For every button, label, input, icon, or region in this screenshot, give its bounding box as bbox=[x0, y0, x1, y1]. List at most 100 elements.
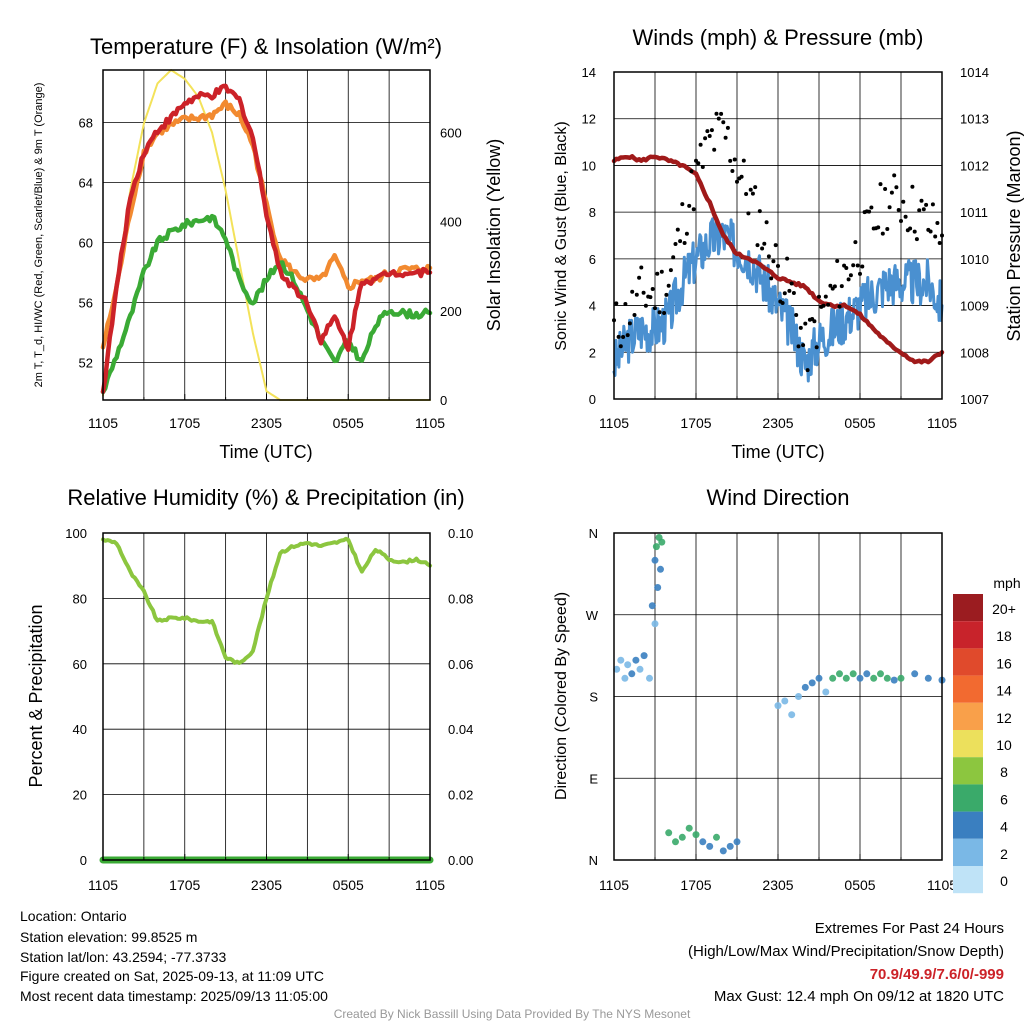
gust-point bbox=[728, 158, 733, 163]
y-tick-label: 10 bbox=[582, 158, 596, 173]
legend-label: 8 bbox=[1000, 764, 1008, 780]
gust-point bbox=[744, 192, 749, 196]
gust-point bbox=[821, 303, 826, 308]
winds-panel: Winds (mph) & Pressure (mb) 02468101214 … bbox=[553, 25, 1024, 462]
info-recent: Most recent data timestamp: 2025/09/13 1… bbox=[20, 988, 328, 1004]
gust-point bbox=[680, 202, 685, 207]
humidity-x-ticks: 1105 1705 2305 0505 1105 bbox=[88, 854, 445, 893]
x-tick-label: 0505 bbox=[844, 877, 875, 893]
x-tick-label: 2305 bbox=[251, 415, 282, 431]
winds-y-ticks-left: 0 2 4 6 8 10 12 14 bbox=[582, 65, 596, 407]
y-tick-label: 14 bbox=[582, 65, 596, 80]
gust-point bbox=[832, 284, 837, 289]
direction-point bbox=[652, 543, 660, 551]
temperature-grid bbox=[103, 70, 430, 400]
gust-point bbox=[671, 255, 676, 260]
gust-point bbox=[930, 202, 935, 207]
gust-point bbox=[641, 290, 646, 295]
info-latlon: Station lat/lon: 43.2594; -77.3733 bbox=[20, 949, 227, 965]
gust-point bbox=[912, 229, 917, 234]
direction-point bbox=[781, 697, 789, 705]
gust-point bbox=[621, 335, 626, 339]
gust-point bbox=[707, 134, 712, 138]
legend-swatch bbox=[953, 730, 983, 758]
y-tick-label: 0.02 bbox=[448, 788, 473, 803]
direction-title: Wind Direction bbox=[706, 485, 849, 510]
legend-label: 2 bbox=[1000, 846, 1008, 862]
gust-point bbox=[860, 264, 865, 269]
gust-point bbox=[700, 165, 705, 169]
gust-point bbox=[735, 179, 739, 184]
winds-title: Winds (mph) & Pressure (mb) bbox=[633, 25, 924, 50]
x-tick-label: 2305 bbox=[762, 877, 793, 893]
info-elevation: Station elevation: 99.8525 m bbox=[20, 929, 198, 945]
gust-point bbox=[846, 277, 851, 282]
x-tick-label: 1705 bbox=[680, 877, 711, 893]
gust-point bbox=[839, 284, 844, 289]
direction-point bbox=[640, 652, 648, 660]
gust-point bbox=[773, 243, 778, 248]
direction-point bbox=[877, 670, 884, 678]
gust-point bbox=[869, 205, 874, 210]
gust-point bbox=[639, 265, 644, 270]
gust-point bbox=[716, 116, 721, 121]
gust-point bbox=[785, 256, 790, 261]
direction-point bbox=[883, 674, 891, 682]
gust-point bbox=[750, 191, 755, 196]
x-tick-label: 1105 bbox=[599, 877, 629, 893]
gust-point bbox=[634, 292, 639, 297]
gust-point bbox=[901, 199, 906, 204]
direction-point bbox=[692, 831, 700, 839]
direction-point bbox=[646, 674, 653, 682]
gust-point bbox=[721, 120, 726, 125]
y-tick-label: 1012 bbox=[960, 158, 989, 173]
direction-point bbox=[613, 665, 621, 673]
gust-point bbox=[709, 128, 714, 133]
gust-point bbox=[627, 321, 632, 326]
gust-point bbox=[853, 240, 858, 245]
series-line-2m-td bbox=[100, 213, 433, 395]
direction-point bbox=[678, 833, 686, 841]
direction-point bbox=[651, 556, 659, 564]
x-tick-label: 1105 bbox=[88, 877, 118, 893]
y-tick-label: 40 bbox=[73, 722, 87, 737]
gust-point bbox=[805, 368, 810, 373]
gust-point bbox=[924, 202, 929, 207]
info-location: Location: Ontario bbox=[20, 908, 127, 924]
gust-point bbox=[687, 203, 692, 208]
direction-point bbox=[621, 674, 629, 682]
y-tick-label: 20 bbox=[73, 788, 87, 803]
gust-point bbox=[705, 129, 710, 134]
gust-point bbox=[876, 225, 881, 230]
x-tick-label: 1105 bbox=[599, 415, 629, 431]
gust-point bbox=[741, 158, 746, 163]
direction-point bbox=[924, 674, 932, 682]
humidity-ylabel-left: Percent & Precipitation bbox=[26, 604, 46, 787]
direction-point bbox=[774, 702, 782, 710]
gust-point bbox=[892, 173, 897, 178]
gust-point bbox=[760, 246, 765, 251]
temperature-panel: Temperature (F) & Insolation (W/m²) 52 56… bbox=[33, 34, 504, 462]
legend-label: 14 bbox=[996, 683, 1012, 699]
gust-point bbox=[885, 227, 890, 231]
y-tick-label: 12 bbox=[582, 112, 596, 127]
direction-grid bbox=[614, 533, 942, 860]
winds-x-ticks: 1105 1705 2305 0505 1105 bbox=[599, 393, 957, 431]
gust-point bbox=[682, 241, 687, 245]
gust-point bbox=[823, 294, 828, 299]
gust-point bbox=[684, 231, 689, 236]
gust-point bbox=[791, 291, 796, 295]
gust-point bbox=[689, 169, 694, 174]
direction-point bbox=[699, 838, 707, 846]
y-tick-label: 0 bbox=[589, 392, 596, 407]
y-tick-label: 1013 bbox=[960, 112, 989, 127]
x-tick-label: 1705 bbox=[680, 415, 711, 431]
gust-point bbox=[678, 239, 683, 244]
y-tick-label: 0.04 bbox=[448, 722, 473, 737]
y-tick-label: 1014 bbox=[960, 65, 989, 80]
y-tick-label: 0.06 bbox=[448, 657, 473, 672]
gust-point bbox=[650, 287, 655, 291]
direction-point bbox=[836, 670, 843, 678]
direction-point bbox=[658, 538, 666, 546]
humidity-title: Relative Humidity (%) & Precipitation (i… bbox=[67, 485, 464, 510]
